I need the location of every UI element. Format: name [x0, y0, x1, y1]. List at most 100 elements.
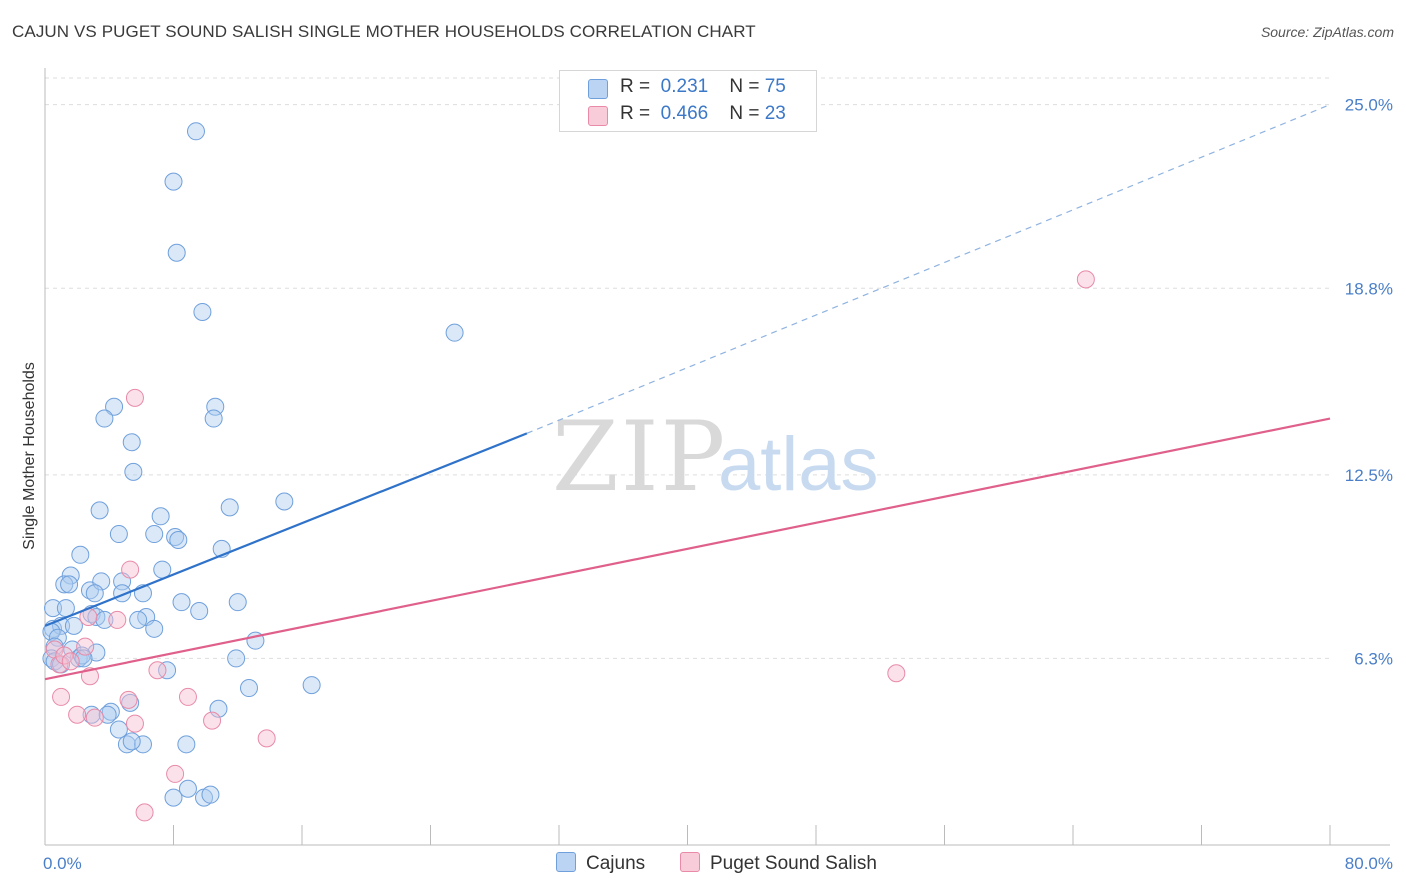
- puget-point: [76, 637, 95, 656]
- cajuns-point: [61, 566, 80, 585]
- x-tick-label: 0.0%: [43, 854, 82, 873]
- cajuns-point: [186, 122, 205, 141]
- puget-trend-line: [44, 417, 1331, 681]
- cajuns-point: [85, 584, 104, 603]
- legend-text: R = 0.231 N = 75: [620, 76, 786, 98]
- cajuns-point: [239, 679, 258, 698]
- legend-text: R = 0.466 N = 23: [620, 103, 786, 125]
- r-value: 0.231: [660, 76, 709, 97]
- r-value: 0.466: [660, 103, 709, 124]
- puget-point: [52, 687, 71, 706]
- puget-point: [108, 610, 127, 629]
- puget-point: [178, 687, 197, 706]
- cajuns-point: [167, 243, 186, 262]
- watermark-zip: ZIP: [552, 401, 727, 513]
- cajuns-point: [193, 302, 212, 321]
- puget-point: [203, 711, 222, 730]
- cajuns-trend-extension: [526, 104, 1331, 434]
- legend-swatch-puget: [588, 106, 608, 126]
- cajuns-point: [228, 593, 247, 612]
- trend-lines: [44, 104, 1331, 681]
- cajuns-point: [166, 528, 185, 547]
- puget-point: [119, 690, 138, 709]
- puget-point: [166, 764, 185, 783]
- grid-lines: [45, 77, 1330, 659]
- cajuns-point: [122, 732, 141, 751]
- cajuns-point: [122, 433, 141, 452]
- axes: [44, 68, 1390, 846]
- cajuns-point: [169, 530, 188, 549]
- cajuns-point: [109, 720, 128, 739]
- cajuns-point: [121, 693, 140, 712]
- cajuns-point: [55, 575, 74, 594]
- cajuns-point: [105, 397, 124, 416]
- y-tick-labels: 6.3% 12.5% 18.8% 25.0%: [1345, 96, 1393, 669]
- cajuns-point: [95, 409, 114, 428]
- cajuns-point: [151, 507, 170, 526]
- y-tick-label: 12.5%: [1345, 466, 1393, 485]
- puget-point: [148, 661, 167, 680]
- legend-item-puget: Puget Sound Salish: [680, 852, 877, 875]
- cajuns-point: [71, 545, 90, 564]
- cajuns-point: [60, 575, 79, 594]
- puget-point: [61, 652, 80, 671]
- cajuns-point: [124, 462, 143, 481]
- r-label: R =: [620, 76, 651, 97]
- legend-swatch-puget: [680, 852, 700, 872]
- cajuns-point: [190, 602, 209, 621]
- puget-point: [50, 655, 69, 674]
- puget-point: [68, 705, 87, 724]
- cajuns-point: [204, 409, 223, 428]
- puget-point: [45, 640, 64, 659]
- cajuns-point: [90, 501, 109, 520]
- n-label: N =: [729, 103, 760, 124]
- cajuns-point: [145, 619, 164, 638]
- cajuns-point: [172, 593, 191, 612]
- stats-legend: R = 0.231 N = 75 R = 0.466 N = 23: [559, 70, 817, 132]
- n-value: 75: [764, 76, 786, 97]
- cajuns-point: [133, 735, 152, 754]
- puget-point: [121, 560, 140, 579]
- x-tick-label: 80.0%: [1345, 854, 1393, 873]
- chart-title: CAJUN VS PUGET SOUND SALISH SINGLE MOTHE…: [12, 22, 756, 41]
- legend-swatch-cajuns: [588, 79, 608, 99]
- legend-label-cajuns: Cajuns: [586, 853, 646, 874]
- cajuns-point: [227, 649, 246, 668]
- cajuns-point: [92, 572, 111, 591]
- y-tick-label: 25.0%: [1345, 96, 1393, 115]
- cajuns-point: [177, 735, 196, 754]
- cajuns-point: [44, 599, 63, 618]
- legend-swatch-cajuns: [556, 852, 576, 872]
- cajuns-point: [201, 785, 220, 804]
- cajuns-point: [64, 616, 83, 635]
- puget-point: [125, 714, 144, 733]
- puget-point: [1076, 270, 1095, 289]
- cajuns-point: [164, 788, 183, 807]
- cajuns-point: [220, 498, 239, 517]
- cajuns-point: [101, 702, 120, 721]
- cajuns-point: [445, 323, 464, 342]
- n-value: 23: [764, 103, 786, 124]
- cajuns-trend-line: [44, 432, 528, 627]
- cajuns-point: [117, 735, 136, 754]
- cajuns-point: [302, 676, 321, 695]
- source-note: Source: ZipAtlas.com: [1260, 24, 1394, 40]
- watermark: ZIP atlas: [552, 401, 879, 513]
- n-label: N =: [729, 76, 760, 97]
- watermark-atlas: atlas: [718, 422, 879, 507]
- puget-point: [125, 388, 144, 407]
- puget-point: [85, 708, 104, 727]
- legend-item-cajuns: Cajuns: [556, 852, 645, 875]
- data-points: [42, 122, 1095, 822]
- puget-point: [887, 664, 906, 683]
- cajuns-point: [164, 172, 183, 191]
- r-label: R =: [620, 103, 651, 124]
- x-tick-labels: 0.0% 80.0%: [43, 854, 1393, 873]
- cajuns-point: [275, 492, 294, 511]
- y-tick-label: 6.3%: [1354, 649, 1393, 668]
- cajuns-point: [109, 525, 128, 544]
- puget-point: [135, 803, 154, 822]
- cajuns-point: [178, 779, 197, 798]
- y-tick-label: 18.8%: [1345, 279, 1393, 298]
